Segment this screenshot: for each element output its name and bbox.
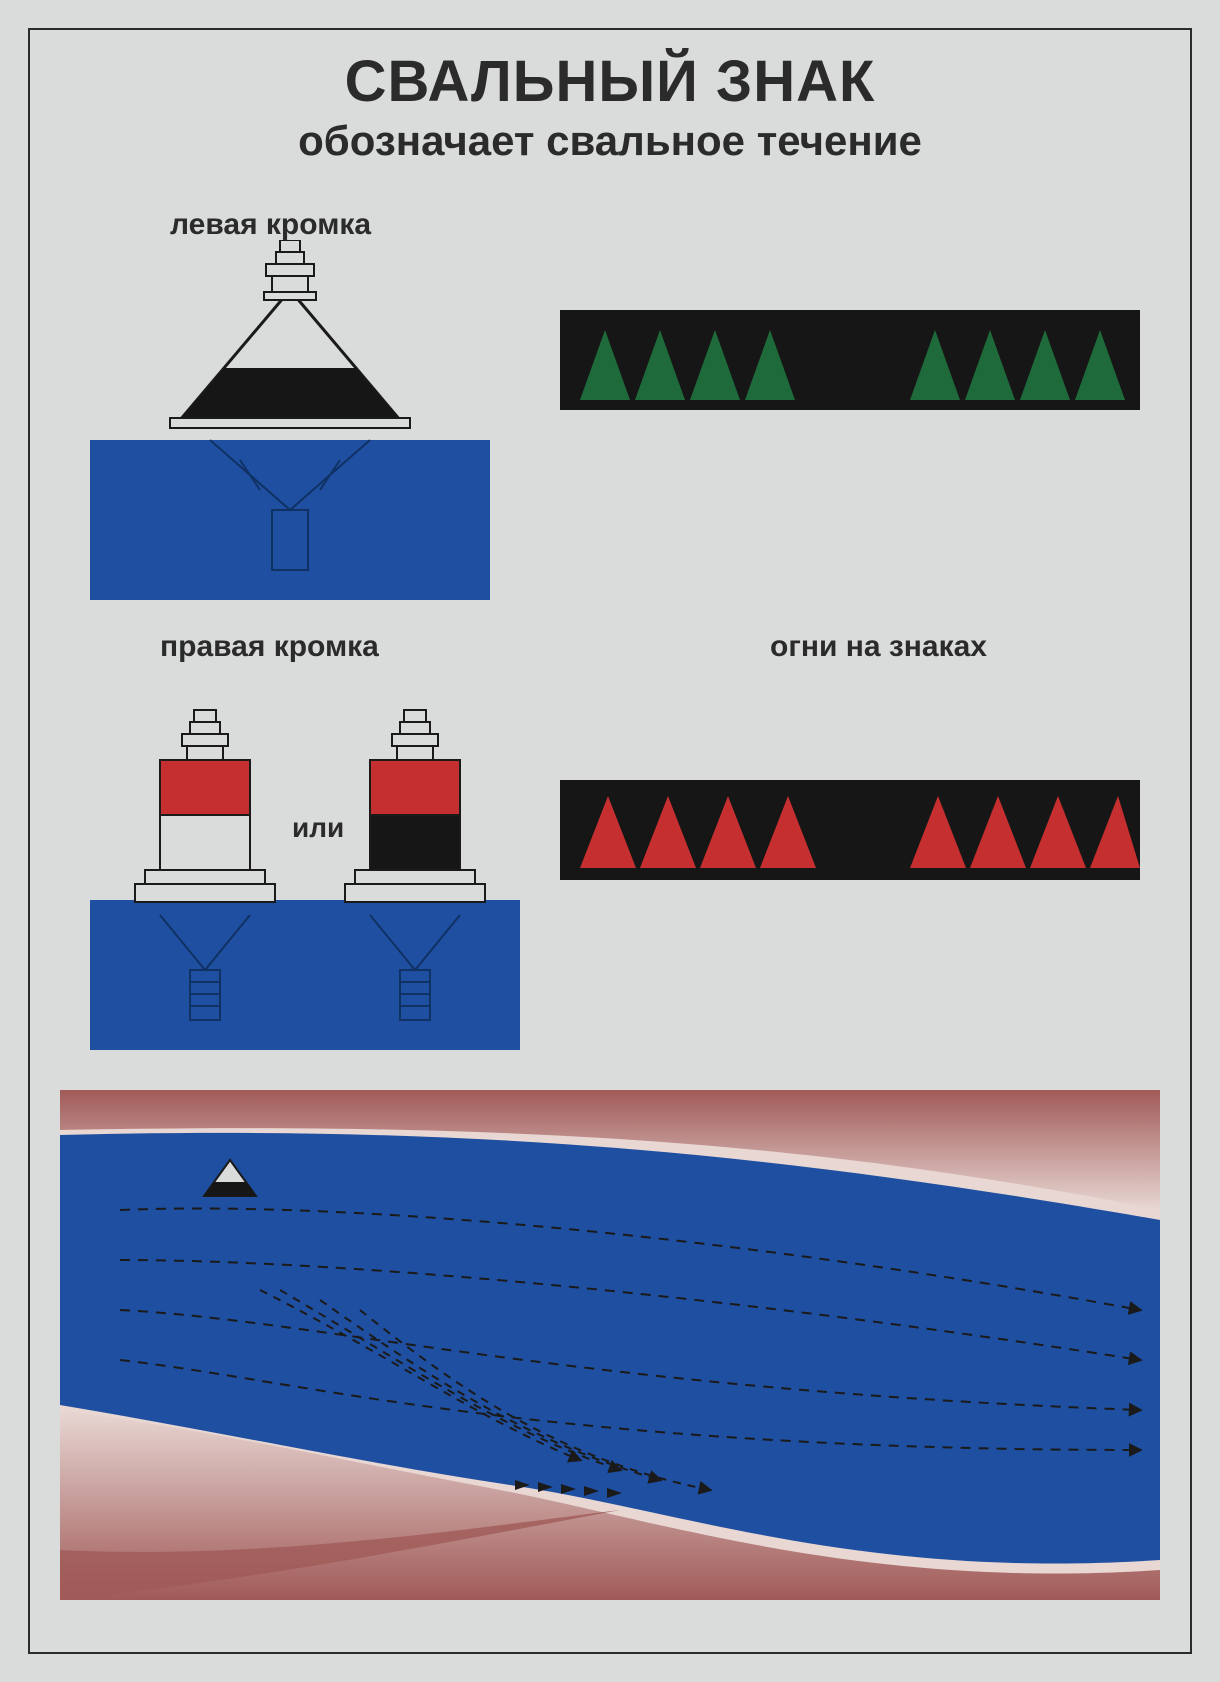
- page-title: СВАЛЬНЫЙ ЗНАК: [30, 48, 1190, 115]
- poster-frame: СВАЛЬНЫЙ ЗНАК обозначает свальное течени…: [28, 28, 1192, 1654]
- page-subtitle: обозначает свальное течение: [30, 117, 1190, 165]
- label-left-edge: левая кромка: [170, 208, 371, 242]
- green-light-strip: [560, 310, 1140, 410]
- label-right-edge: правая кромка: [160, 630, 379, 664]
- label-lights: огни на знаках: [770, 630, 987, 664]
- right-buoy-diagram: [90, 670, 520, 1050]
- label-or: или: [292, 812, 344, 844]
- red-light-strip: [560, 780, 1140, 880]
- left-buoy-diagram: [90, 240, 490, 600]
- river-plan-diagram: [60, 1090, 1160, 1600]
